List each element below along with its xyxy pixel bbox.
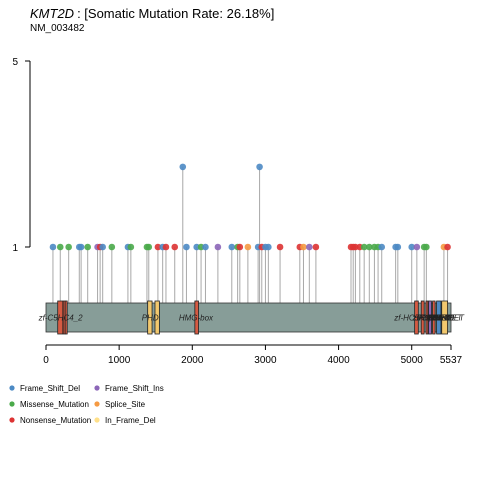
domain-label: post-SET bbox=[428, 314, 463, 323]
y-tick-label: 5 bbox=[12, 57, 18, 68]
mutation-point bbox=[171, 243, 179, 251]
legend-swatch bbox=[94, 417, 100, 423]
legend-label: In_Frame_Del bbox=[105, 416, 156, 425]
mutation-point bbox=[408, 243, 416, 251]
domain-block bbox=[147, 300, 153, 335]
mutation-point bbox=[276, 243, 284, 251]
y-tick-label: 1 bbox=[12, 243, 18, 254]
mutation-point bbox=[228, 243, 236, 251]
domain-label: FYRC bbox=[428, 314, 450, 323]
legend-swatch bbox=[94, 401, 100, 407]
transcript-id: NM_003482 bbox=[30, 23, 85, 34]
mutation-point bbox=[265, 243, 272, 251]
mutation-point bbox=[202, 243, 209, 251]
x-tick-label: 1000 bbox=[108, 355, 131, 366]
domain-label: zf-HC5HC2H bbox=[393, 314, 441, 323]
gene-name: KMT2D bbox=[30, 6, 74, 21]
mutation-point bbox=[77, 243, 85, 251]
mutation-point bbox=[108, 243, 116, 251]
mutation-point bbox=[360, 243, 368, 251]
mutation-point bbox=[49, 243, 57, 251]
mutation-point bbox=[444, 243, 451, 251]
x-tick-label: 2000 bbox=[181, 355, 204, 366]
domain-block bbox=[436, 300, 442, 335]
legend-label: Nonsense_Mutation bbox=[20, 416, 91, 425]
domain-block bbox=[194, 300, 199, 335]
domain-block bbox=[420, 300, 425, 335]
mutation-point bbox=[84, 243, 91, 251]
mutation-rate-label: : [Somatic Mutation Rate: 26.18%] bbox=[77, 6, 274, 21]
legend-label: Missense_Mutation bbox=[20, 400, 89, 409]
domain-block bbox=[425, 300, 429, 335]
domain-block bbox=[154, 300, 160, 335]
domain-label: PostSET bbox=[433, 314, 466, 323]
chart-title: KMT2D: [Somatic Mutation Rate: 26.18%] bbox=[30, 6, 274, 21]
mutation-point bbox=[214, 243, 222, 251]
mutation-point bbox=[244, 243, 252, 251]
mutation-point bbox=[65, 243, 72, 251]
legend-swatch bbox=[9, 385, 15, 391]
domain-label: HMG-box bbox=[179, 314, 214, 323]
mutation-point bbox=[154, 243, 162, 251]
domain-label: ET bbox=[430, 314, 441, 323]
mutation-point bbox=[179, 163, 187, 171]
legend: Frame_Shift_Del Frame_Shift_Ins Missense_M… bbox=[9, 384, 164, 425]
legend-swatch bbox=[9, 401, 15, 407]
mutation-point bbox=[99, 243, 106, 251]
domain-label: PHD bbox=[417, 314, 434, 323]
domain-block bbox=[432, 300, 436, 335]
lollipop-heads bbox=[49, 163, 451, 251]
domain-label: SET bbox=[436, 314, 453, 323]
mutation-point bbox=[183, 243, 190, 251]
legend-label: Frame_Shift_Del bbox=[20, 384, 80, 393]
mutation-point bbox=[256, 163, 263, 171]
mutation-point bbox=[162, 243, 170, 251]
domain-label: FYRN bbox=[418, 314, 440, 323]
axes-group: 1 5 0 1000 2000 3000 4000 5000 5537 bbox=[12, 57, 462, 366]
mutation-point bbox=[394, 243, 402, 251]
x-tick-label: 0 bbox=[43, 355, 49, 366]
mutation-point bbox=[306, 243, 313, 251]
domain-block bbox=[64, 300, 68, 335]
mutation-point bbox=[236, 243, 244, 251]
mutation-point bbox=[312, 243, 320, 251]
domain-label: 40 bbox=[445, 314, 454, 323]
lollipop-stems bbox=[52, 166, 449, 303]
domain-block bbox=[414, 300, 419, 335]
x-tick-label: 5000 bbox=[401, 355, 424, 366]
domain-label: PHD bbox=[142, 314, 159, 323]
mutation-point bbox=[56, 243, 64, 251]
domain-block bbox=[428, 300, 432, 335]
mutation-point bbox=[145, 243, 153, 251]
domain-label: SET bbox=[433, 314, 450, 323]
domain-label: zf-C5HC4_2 bbox=[38, 314, 84, 323]
legend-label: Splice_Site bbox=[105, 400, 146, 409]
mutation-point bbox=[423, 243, 430, 251]
x-tick-label: 5537 bbox=[440, 355, 463, 366]
legend-swatch bbox=[94, 385, 100, 391]
protein-track: zf-C5HC4_2 PHD HMG-box zf-HC5HC2HFYRNFYRCSE… bbox=[38, 300, 466, 335]
mutation-point bbox=[378, 243, 386, 251]
domain-block bbox=[441, 300, 448, 335]
mutation-point bbox=[365, 243, 373, 251]
mutation-point bbox=[300, 243, 307, 251]
x-tick-label: 4000 bbox=[327, 355, 350, 366]
mutation-point bbox=[413, 243, 421, 251]
legend-swatch bbox=[9, 417, 15, 423]
mutation-point bbox=[127, 243, 135, 251]
legend-label: Frame_Shift_Ins bbox=[105, 384, 164, 393]
protein-body bbox=[45, 302, 452, 333]
domain-label: T2 bbox=[443, 314, 453, 323]
domain-label: zf-CW bbox=[411, 314, 436, 323]
x-tick-label: 3000 bbox=[254, 355, 277, 366]
domain-label: ET bbox=[427, 314, 438, 323]
